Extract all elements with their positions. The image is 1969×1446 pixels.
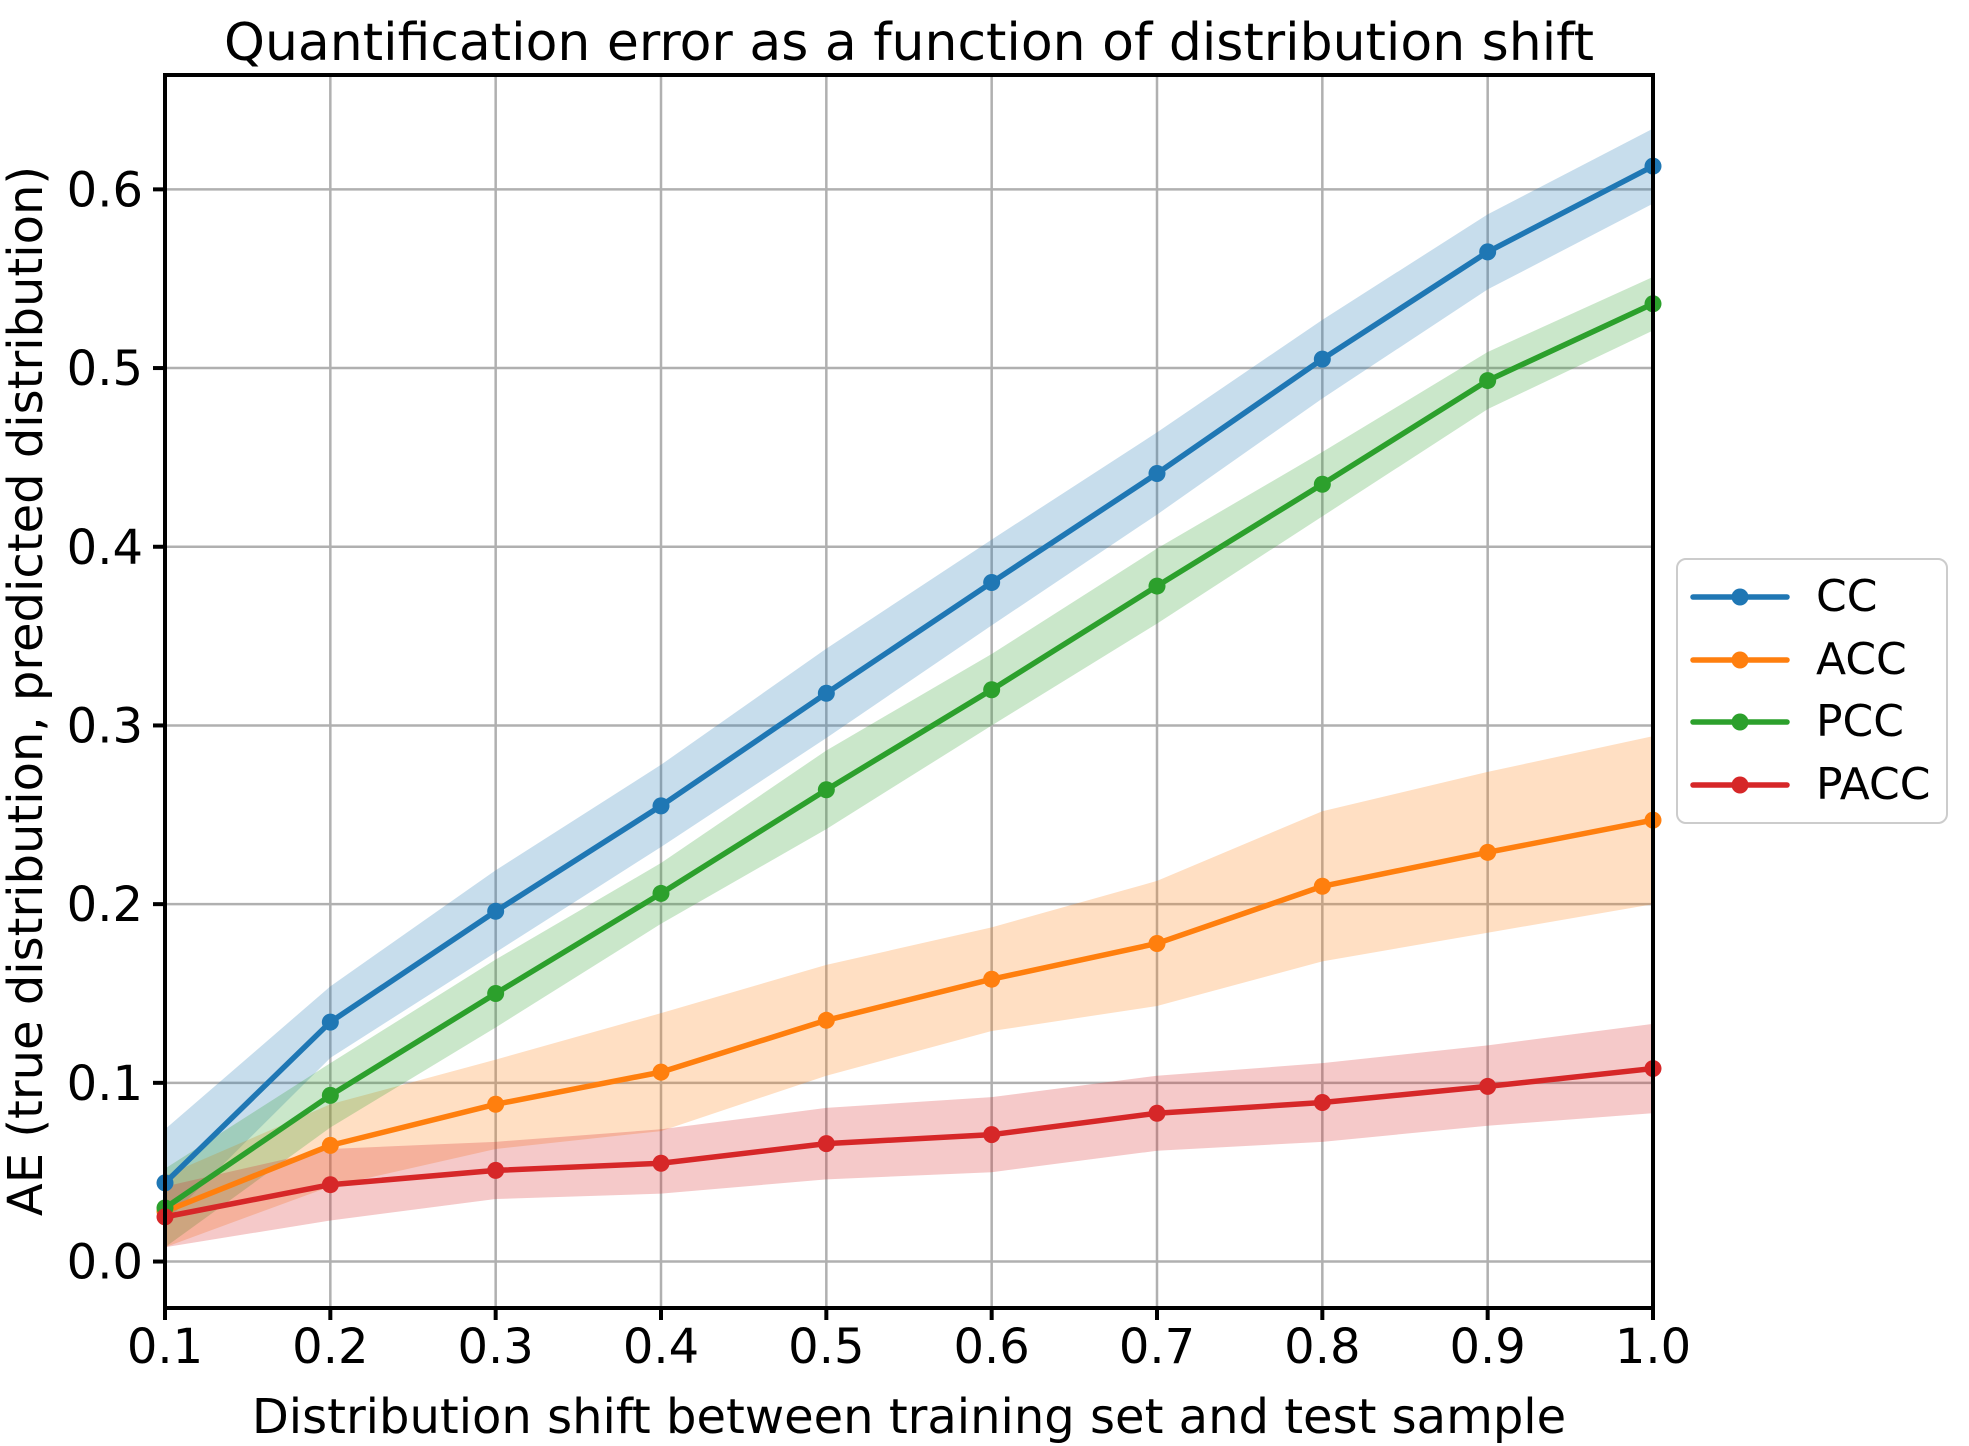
x-tick-label-0.3: 0.3 (457, 1319, 533, 1375)
legend-marker-icon (1731, 713, 1749, 731)
x-tick-label-0.2: 0.2 (292, 1319, 368, 1375)
legend: CC ACC PCC PACC (1676, 558, 1948, 824)
marker-CC-0.7 (1148, 464, 1166, 482)
marker-PACC-0.2 (321, 1176, 339, 1194)
confidence-band-PACC (165, 1023, 1653, 1248)
confidence-band-ACC (165, 736, 1653, 1248)
marker-ACC-0.8 (1313, 877, 1331, 895)
y-tick-label-0.5: 0.5 (67, 341, 143, 397)
marker-PCC-0.2 (321, 1086, 339, 1104)
marker-ACC-0.7 (1148, 934, 1166, 952)
legend-item-CC: CC (1690, 575, 1946, 619)
x-tick-label-0.1: 0.1 (127, 1319, 203, 1375)
y-axis-label: AE (true distribution, predicted distrib… (0, 166, 54, 1216)
marker-CC-0.4 (652, 797, 670, 815)
x-tick-label-0.5: 0.5 (788, 1319, 864, 1375)
legend-marker-icon (1731, 651, 1749, 669)
legend-sample-PCC (1690, 713, 1790, 731)
legend-item-PACC: PACC (1690, 758, 1946, 810)
y-tick-label-0.2: 0.2 (67, 877, 143, 933)
marker-PACC-0.8 (1313, 1094, 1331, 1111)
y-tick-label-0.3: 0.3 (67, 698, 143, 754)
marker-PACC-0.6 (983, 1126, 1001, 1144)
marker-PCC-0.5 (817, 781, 835, 799)
confidence-band-CC (165, 128, 1653, 1223)
marker-ACC-0.2 (321, 1136, 339, 1154)
tick-label-layer: 0.1 0.2 0.3 0.4 0.5 0.6 0.7 0.8 0.9 1.0 0.0 0.1 0.2 0… (67, 162, 1692, 1375)
marker-PCC-0.7 (1148, 577, 1166, 595)
legend-label-ACC: ACC (1816, 633, 1907, 685)
legend-item-ACC: ACC (1690, 633, 1946, 685)
x-tick-label-1.0: 1.0 (1615, 1319, 1691, 1375)
legend-sample-CC (1690, 588, 1790, 606)
legend-label-PACC: PACC (1816, 758, 1931, 810)
x-tick-label-0.9: 0.9 (1449, 1319, 1525, 1375)
legend-sample-PACC (1690, 776, 1790, 794)
y-tick-label-0.6: 0.6 (67, 162, 143, 218)
marker-PACC-0.9 (1479, 1077, 1497, 1095)
legend-marker-icon (1731, 776, 1749, 794)
legend-label-PCC: PCC (1816, 696, 1904, 748)
x-tick-label-0.6: 0.6 (953, 1319, 1029, 1375)
series-line-PCC (162, 300, 1656, 1211)
legend-item-PCC: PCC (1690, 700, 1946, 744)
x-axis-label: Distribution shift between training set … (252, 1389, 1566, 1445)
x-tick-label-0.7: 0.7 (1119, 1319, 1195, 1375)
marker-PCC-0.3 (487, 984, 505, 1002)
y-tick-label-0.4: 0.4 (67, 520, 143, 576)
marker-PCC-0.9 (1479, 372, 1497, 390)
confidence-band-PCC (165, 276, 1653, 1248)
tick-layer (153, 187, 1655, 1320)
y-tick-label-0.0: 0.0 (67, 1235, 143, 1291)
chart-title: Quantification error as a function of di… (224, 13, 1594, 73)
marker-CC-0.5 (817, 684, 835, 702)
x-tick-label-0.4: 0.4 (623, 1319, 699, 1375)
marker-ACC-0.3 (487, 1095, 505, 1113)
marker-CC-0.6 (983, 573, 1001, 591)
confidence-band-layer (165, 128, 1653, 1248)
marker-PCC-0.8 (1313, 475, 1331, 493)
marker-CC-0.8 (1313, 350, 1331, 368)
marker-PACC-0.7 (1148, 1104, 1166, 1122)
series-line-ACC (162, 817, 1656, 1215)
marker-PACC-0.4 (652, 1154, 670, 1172)
axes-spines (163, 73, 1655, 1310)
marker-CC-0.3 (487, 902, 505, 920)
marker-PACC-0.3 (487, 1161, 505, 1179)
marker-ACC-0.6 (983, 970, 1001, 988)
marker-ACC-0.9 (1479, 843, 1497, 861)
y-tick-label-0.1: 0.1 (67, 1056, 143, 1112)
marker-PCC-0.4 (652, 884, 670, 902)
marker-ACC-0.4 (652, 1063, 670, 1081)
x-tick-label-0.8: 0.8 (1284, 1319, 1360, 1375)
plot-border (163, 73, 1655, 1310)
marker-ACC-0.5 (817, 1011, 835, 1029)
legend-sample-ACC (1690, 651, 1790, 669)
legend-label-CC: CC (1816, 571, 1878, 623)
series-line-CC (162, 163, 1656, 1186)
marker-PCC-0.6 (983, 681, 1001, 699)
series-line-PACC (162, 1065, 1656, 1220)
legend-marker-icon (1731, 588, 1749, 606)
marker-CC-0.2 (321, 1013, 339, 1031)
marker-CC-0.9 (1479, 243, 1497, 261)
marker-PACC-0.5 (817, 1135, 835, 1153)
